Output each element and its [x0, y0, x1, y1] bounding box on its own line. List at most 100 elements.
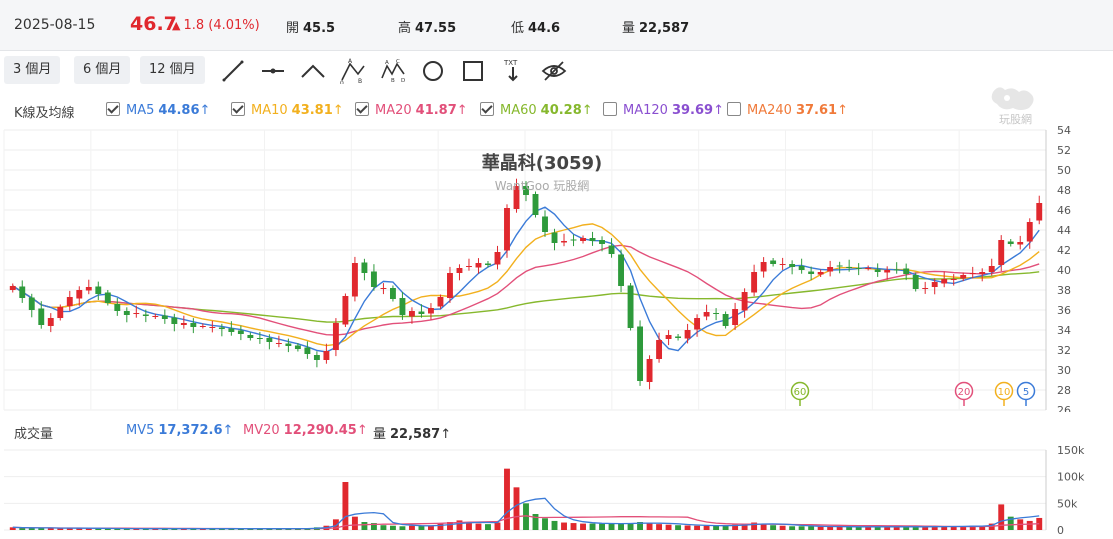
- volume-bar: [351, 516, 358, 530]
- volume-bar: [494, 522, 501, 530]
- ma120-toggle[interactable]: MA120 39.69↑: [603, 102, 724, 118]
- candle-body: [266, 338, 273, 342]
- volume-bar: [133, 528, 140, 530]
- angle-tool-icon[interactable]: [300, 58, 326, 84]
- ma5-toggle[interactable]: MA5 44.86↑: [106, 102, 210, 118]
- volume-bar: [485, 524, 491, 530]
- volume-bar: [960, 526, 967, 530]
- candle-body: [389, 288, 396, 299]
- ma10-toggle[interactable]: MA10 43.81↑: [231, 102, 344, 118]
- hide-drawings-icon[interactable]: [541, 58, 567, 84]
- volume-bar: [751, 522, 758, 530]
- ma20-toggle[interactable]: MA20 41.87↑: [355, 102, 468, 118]
- volume-bar: [523, 503, 529, 530]
- volume-chart: 150k 100k 50k 0: [4, 444, 1085, 537]
- circle-tool-icon[interactable]: [420, 58, 446, 84]
- volume-bar: [599, 523, 605, 530]
- y-tick-label: 44: [1057, 224, 1071, 237]
- ma60-toggle[interactable]: MA60 40.28↑: [480, 102, 593, 118]
- svg-text:A: A: [348, 58, 353, 65]
- checkbox-unchecked-icon[interactable]: [727, 102, 741, 116]
- text-tool-icon[interactable]: TXT: [500, 58, 526, 84]
- volume-bar: [713, 525, 720, 530]
- ma20-line: [12, 244, 1040, 336]
- volume-bar: [855, 526, 862, 530]
- ma-panel-title: K線及均線: [14, 106, 75, 121]
- volume-tick-label: 150k: [1057, 444, 1085, 457]
- candle-body: [713, 313, 720, 314]
- candle-body: [798, 266, 805, 270]
- mv20-label: MV20: [243, 423, 280, 438]
- abcd-pattern-tool-icon[interactable]: A C B D: [380, 58, 406, 84]
- y-tick-label: 36: [1057, 304, 1071, 317]
- ma60-label: MA60: [500, 103, 537, 118]
- ma-badge: [790, 381, 810, 401]
- checkbox-checked-icon[interactable]: [106, 102, 120, 116]
- candle-body: [66, 297, 73, 306]
- line-tool-icon[interactable]: [220, 58, 246, 84]
- volume-bar: [95, 528, 102, 530]
- svg-text:C: C: [396, 59, 400, 65]
- range-12m-button[interactable]: 12 個月: [140, 56, 205, 84]
- y-tick-label: 54: [1057, 124, 1071, 137]
- candle-body: [789, 264, 796, 267]
- volume-bar: [361, 522, 368, 530]
- volume-bar: [428, 525, 434, 530]
- vol-legend: 量 22,587↑: [373, 423, 451, 442]
- candle-body: [732, 309, 739, 325]
- candle-body: [28, 297, 35, 310]
- high-label: 高: [398, 21, 412, 36]
- ma240-toggle[interactable]: MA240 37.61↑: [727, 102, 848, 118]
- candle-body: [304, 347, 311, 354]
- volume-bar: [399, 526, 406, 530]
- abc-pattern-tool-icon[interactable]: A B 0: [340, 58, 366, 84]
- candle-body: [979, 272, 986, 274]
- volume-legend: 成交量 MV5 17,372.6↑ MV20 12,290.45↑ 量 22,587↑: [0, 421, 1000, 445]
- open-label: 開: [286, 21, 300, 36]
- volume-bar: [656, 524, 663, 530]
- candle-body: [941, 279, 948, 284]
- svg-text:TXT: TXT: [503, 59, 518, 67]
- horizontal-line-tool-icon[interactable]: [260, 58, 286, 84]
- ma10-arrow: ↑: [332, 103, 344, 118]
- volume-bar: [1007, 516, 1014, 530]
- mv20-legend: MV20 12,290.45↑: [243, 423, 368, 438]
- ma-badge-label: 60: [794, 387, 807, 398]
- range-3m-button[interactable]: 3 個月: [4, 56, 61, 84]
- volume-bar: [979, 525, 986, 530]
- candle-body: [855, 268, 862, 269]
- candle-body: [779, 264, 786, 265]
- candle-body: [950, 279, 957, 280]
- candle-body: [912, 275, 919, 289]
- candle-body: [85, 287, 92, 291]
- rectangle-tool-icon[interactable]: [460, 58, 486, 84]
- ma240-arrow: ↑: [837, 103, 848, 118]
- checkbox-checked-icon[interactable]: [480, 102, 494, 116]
- candle-body: [209, 327, 216, 328]
- checkbox-unchecked-icon[interactable]: [603, 102, 617, 116]
- checkbox-checked-icon[interactable]: [355, 102, 369, 116]
- quote-bar: 2025-08-15 46.7 ▲ 1.8 (4.01%) 開 45.5 高 47.5…: [0, 0, 1113, 51]
- range-6m-button[interactable]: 6 個月: [74, 56, 131, 84]
- volume-bar: [589, 523, 596, 530]
- candle-body: [485, 263, 491, 265]
- volume-bar: [941, 526, 948, 530]
- ma-badge: [994, 381, 1014, 401]
- y-tick-label: 34: [1057, 324, 1071, 337]
- volume-bar: [884, 526, 891, 530]
- candle-body: [637, 326, 644, 381]
- candle-body: [589, 238, 596, 241]
- y-tick-label: 38: [1057, 284, 1071, 297]
- volume-bar: [66, 528, 73, 530]
- candle-body: [817, 272, 824, 275]
- candle-body: [437, 297, 444, 307]
- volume-bar: [627, 523, 634, 530]
- candle-body: [504, 208, 510, 251]
- volume-bar: [950, 526, 957, 530]
- checkbox-checked-icon[interactable]: [231, 102, 245, 116]
- volume-bar: [732, 524, 739, 530]
- volume-stat: 量 22,587: [622, 17, 689, 36]
- ma240-value: 37.61: [795, 103, 838, 118]
- candle-body: [513, 186, 520, 209]
- candle-body: [199, 326, 206, 327]
